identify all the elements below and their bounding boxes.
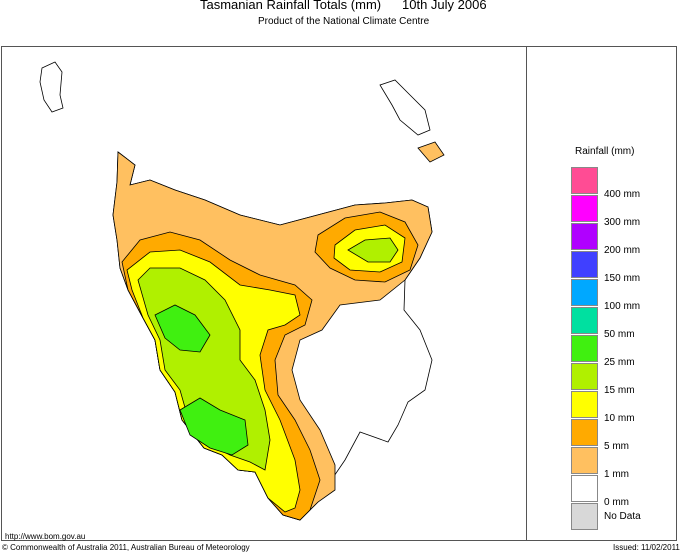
- cape-barren-island: [417, 141, 445, 163]
- legend-label: 5 mm: [604, 441, 629, 452]
- legend-swatch: [571, 475, 598, 502]
- legend-label: 1 mm: [604, 469, 629, 480]
- issued-date: Issued: 11/02/2011: [613, 543, 680, 552]
- legend-label: 10 mm: [604, 413, 635, 424]
- legend-swatch: [571, 195, 598, 222]
- map-subtitle: Product of the National Climate Centre: [258, 16, 430, 27]
- legend-swatch: [571, 335, 598, 362]
- copyright-text: © Commonwealth of Australia 2011, Austra…: [2, 543, 250, 552]
- legend-swatch: [571, 419, 598, 446]
- legend-label: 0 mm: [604, 497, 629, 508]
- legend-swatch: [571, 307, 598, 334]
- contour-25mm-west: [154, 304, 211, 353]
- legend-title: Rainfall (mm): [575, 146, 635, 157]
- legend-swatch: [571, 167, 598, 194]
- legend-swatch: [571, 503, 598, 530]
- legend-label: 400 mm: [604, 189, 641, 200]
- legend-label: 150 mm: [604, 273, 641, 284]
- website-url[interactable]: http://www.bom.gov.au: [5, 532, 86, 541]
- map-title: Tasmanian Rainfall Totals (mm): [200, 0, 382, 12]
- legend-label: 300 mm: [604, 217, 641, 228]
- legend-label: 50 mm: [604, 329, 635, 340]
- flinders-island: [379, 79, 431, 136]
- contour-25mm-south: [179, 397, 249, 456]
- legend-swatch: [571, 447, 598, 474]
- legend-label: 100 mm: [604, 301, 641, 312]
- map-date: 10th July 2006: [402, 0, 487, 12]
- legend-label: 200 mm: [604, 245, 641, 256]
- map-frame: [1, 46, 677, 541]
- legend-swatch: [571, 223, 598, 250]
- contour-15mm-ne: [347, 237, 399, 263]
- legend-label: 15 mm: [604, 385, 635, 396]
- king-island: [39, 61, 64, 113]
- legend-swatch: [571, 251, 598, 278]
- legend-swatch: [571, 279, 598, 306]
- legend-label: 25 mm: [604, 357, 635, 368]
- legend-divider: [526, 46, 527, 541]
- legend-label: No Data: [604, 511, 641, 522]
- legend-swatch: [571, 391, 598, 418]
- legend-swatch: [571, 363, 598, 390]
